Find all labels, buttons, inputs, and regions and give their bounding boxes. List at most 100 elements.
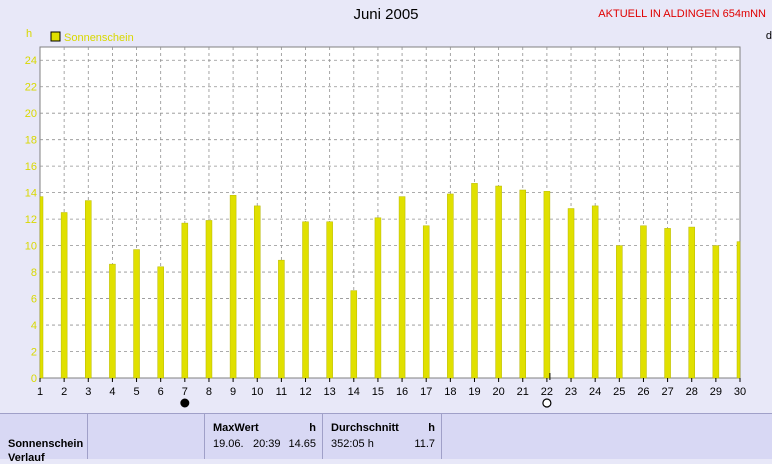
y-tick-label: 18 — [25, 135, 37, 147]
x-tick-label: 10 — [251, 386, 263, 398]
x-tick-label: 11 — [276, 386, 287, 398]
x-tick-label: 24 — [589, 386, 601, 398]
bar — [567, 208, 575, 379]
x-tick-label: 15 — [372, 386, 384, 398]
bar — [181, 222, 189, 379]
bars — [39, 183, 741, 379]
max-date: 19.06. — [213, 438, 244, 450]
y-tick-label: 6 — [31, 294, 37, 306]
bar — [712, 245, 720, 379]
max-time: 20:39 — [253, 438, 281, 450]
right-edge-label: d — [765, 30, 772, 42]
avg-value: 11.7 — [414, 438, 435, 450]
moon-icons — [180, 398, 552, 408]
summary-footer: Sonnenschein Verlauf MaxWert h 19.06. 20… — [0, 413, 772, 464]
x-tick-label: 6 — [158, 386, 164, 398]
y-tick-label: 24 — [25, 55, 37, 67]
avg-cell: Durchschnitt h 352:05 h 11.7 — [323, 414, 442, 459]
bar — [39, 196, 44, 379]
bar — [664, 228, 671, 379]
avg-total: 352:05 h — [331, 438, 374, 450]
station-label: AKTUELL IN ALDINGEN 654mNN — [598, 8, 766, 20]
x-tick-label: 28 — [686, 386, 698, 398]
y-tick-label: 8 — [31, 267, 37, 279]
bar — [688, 226, 695, 379]
x-tick-label: 4 — [109, 386, 115, 398]
bar — [495, 185, 502, 379]
row-label-cell: Sonnenschein Verlauf — [0, 414, 88, 464]
max-value: 14.65 — [288, 438, 316, 450]
x-tick-label: 23 — [565, 386, 577, 398]
x-tick-label: 13 — [324, 386, 336, 398]
x-tick-label: 12 — [299, 386, 311, 398]
y-tick-label: 14 — [25, 188, 37, 200]
x-tick-label: 5 — [133, 386, 139, 398]
x-tick-label: 21 — [517, 386, 529, 398]
bar — [471, 183, 478, 379]
x-tick-label: 18 — [444, 386, 456, 398]
x-tick-label: 17 — [420, 386, 432, 398]
bar — [519, 189, 527, 379]
empty-cell — [88, 414, 205, 459]
bar — [157, 266, 164, 379]
bar — [374, 217, 382, 379]
x-tick-label: 2 — [61, 386, 67, 398]
x-tick-label: 8 — [206, 386, 212, 398]
bar — [85, 200, 92, 379]
y-axis-unit: h — [26, 28, 32, 40]
x-tick-label: 9 — [230, 386, 236, 398]
bar — [133, 249, 140, 379]
y-tick-label: 12 — [25, 214, 37, 226]
x-tick-label: 29 — [710, 386, 722, 398]
x-tick-label: 30 — [734, 386, 746, 398]
bar — [591, 205, 599, 379]
bar — [278, 259, 285, 379]
x-ticks: 1 2 3 4 5 6 7 8 9 10 11 12 13 14 15 16 17 18 19 20 21 22 23 24 2… — [37, 373, 746, 398]
bar — [422, 225, 430, 379]
bar — [640, 225, 647, 379]
bar — [205, 220, 213, 379]
x-tick-label: 1 — [37, 386, 43, 398]
bar — [302, 221, 309, 379]
max-unit: h — [309, 422, 316, 434]
avg-header: Durchschnitt — [331, 422, 399, 434]
chart-title: Juni 2005 — [353, 6, 419, 23]
bar — [229, 195, 237, 379]
bar — [447, 193, 454, 379]
y-tick-label: 4 — [31, 320, 37, 332]
row-label: Sonnenschein — [8, 438, 84, 450]
y-tick-label: 10 — [25, 241, 37, 253]
bar — [253, 205, 261, 379]
x-tick-label: 3 — [85, 386, 91, 398]
x-tick-label: 16 — [396, 386, 408, 398]
bar — [109, 263, 116, 379]
x-tick-label: 25 — [613, 386, 625, 398]
x-tick-label: 19 — [468, 386, 480, 398]
full-moon-icon — [542, 398, 552, 408]
grid — [40, 47, 740, 378]
x-tick-label: 27 — [661, 386, 673, 398]
x-tick-label: 14 — [348, 386, 360, 398]
bar — [398, 196, 406, 379]
bar — [60, 212, 68, 379]
bar — [326, 221, 333, 379]
max-cell: MaxWert h 19.06. 20:39 14.65 — [205, 414, 323, 459]
avg-unit: h — [428, 422, 435, 434]
legend-label: Sonnenschein — [64, 32, 134, 44]
y-tick-label: 16 — [25, 161, 37, 173]
y-tick-label: 20 — [25, 108, 37, 120]
plot-area — [39, 46, 741, 379]
x-tick-label: 22 — [541, 386, 553, 398]
bar — [350, 290, 358, 379]
x-tick-label: 20 — [492, 386, 504, 398]
bar — [543, 191, 551, 379]
y-tick-label: 0 — [31, 373, 37, 385]
x-tick-label: 7 — [182, 386, 188, 398]
bar — [736, 241, 741, 379]
legend-swatch — [50, 31, 61, 42]
max-header: MaxWert — [213, 422, 259, 434]
row-label-2: Verlauf — [8, 452, 45, 464]
y-tick-label: 2 — [31, 347, 37, 359]
